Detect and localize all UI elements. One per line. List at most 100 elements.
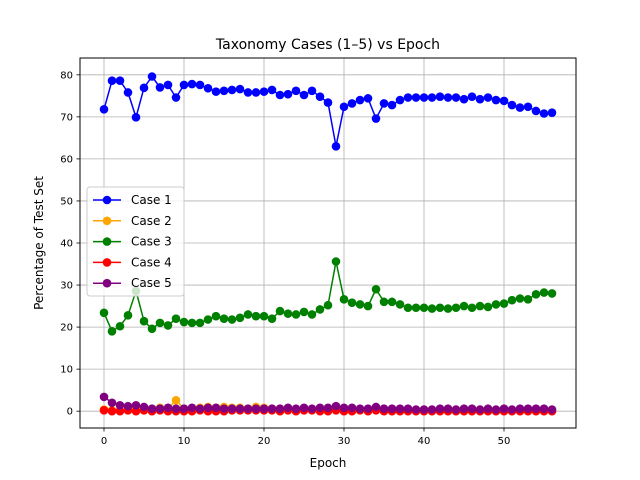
data-point — [99, 406, 109, 415]
data-point — [379, 99, 389, 108]
data-point — [147, 72, 157, 81]
data-point — [131, 401, 141, 410]
data-point — [507, 295, 517, 305]
data-point — [307, 86, 317, 96]
data-point — [339, 403, 349, 413]
data-point — [547, 108, 557, 117]
legend-box — [86, 186, 185, 297]
data-point — [515, 404, 525, 413]
data-point — [467, 92, 477, 101]
data-point — [531, 106, 541, 116]
data-point — [499, 96, 509, 106]
data-point — [347, 99, 357, 108]
data-point — [107, 398, 117, 408]
data-point — [347, 298, 357, 308]
data-point — [315, 403, 325, 413]
data-point — [355, 95, 365, 105]
data-point — [315, 305, 325, 314]
data-point — [235, 84, 245, 94]
data-point — [307, 404, 317, 413]
y-tick-label: 70 — [60, 112, 73, 123]
data-point — [171, 395, 181, 405]
data-point — [515, 103, 525, 112]
data-point — [283, 89, 293, 99]
data-point — [155, 83, 165, 92]
legend-item: Case 4 — [93, 255, 172, 269]
y-tick-label: 80 — [60, 70, 73, 81]
data-point — [227, 315, 237, 324]
data-point — [307, 310, 317, 319]
legend-label: Case 1 — [131, 193, 172, 207]
data-point — [467, 404, 477, 413]
data-point — [243, 310, 253, 319]
data-point — [491, 300, 501, 309]
data-point — [451, 93, 461, 102]
data-point — [539, 288, 549, 297]
data-point — [507, 100, 517, 110]
data-point — [459, 94, 469, 104]
data-point — [187, 318, 197, 328]
data-point — [195, 80, 205, 90]
data-point — [235, 313, 245, 323]
data-point — [179, 317, 189, 327]
x-tick-label: 30 — [338, 436, 351, 447]
y-tick-label: 30 — [60, 281, 73, 292]
data-point — [403, 303, 413, 313]
x-axis-ticks: 0 10 20 30 40 50 — [101, 428, 511, 447]
data-point — [267, 404, 277, 413]
data-point — [267, 314, 277, 323]
data-point — [291, 404, 301, 413]
data-point — [291, 86, 301, 96]
legend-item: Case 5 — [93, 276, 172, 290]
data-point — [435, 92, 445, 101]
data-point — [275, 90, 285, 100]
y-tick-label: 10 — [60, 365, 73, 376]
series-1 — [99, 72, 557, 151]
data-point — [195, 404, 205, 413]
data-point — [499, 404, 509, 413]
data-point — [499, 299, 509, 308]
data-point — [123, 88, 133, 97]
data-point — [131, 406, 141, 416]
data-point — [427, 93, 437, 102]
y-tick-label: 60 — [60, 154, 73, 165]
legend-label: Case 4 — [131, 255, 172, 269]
data-point — [323, 300, 333, 310]
data-point — [203, 315, 213, 324]
x-tick-label: 0 — [101, 436, 107, 447]
data-point — [355, 404, 365, 413]
data-point — [139, 83, 149, 93]
data-point — [459, 404, 469, 413]
data-point — [435, 404, 445, 413]
x-tick-label: 10 — [178, 436, 191, 447]
data-point — [283, 309, 293, 318]
data-point — [531, 404, 541, 413]
chart-title: Taxonomy Cases (1–5) vs Epoch — [215, 37, 440, 53]
data-point — [451, 405, 461, 414]
y-tick-label: 20 — [60, 323, 73, 334]
data-point — [379, 297, 389, 307]
data-point — [547, 405, 557, 414]
data-point — [323, 98, 333, 107]
x-tick-label: 50 — [498, 436, 511, 447]
x-tick-label: 20 — [258, 436, 271, 447]
data-point — [419, 93, 429, 102]
data-point — [371, 402, 381, 412]
data-point — [171, 404, 181, 413]
data-point — [155, 404, 165, 413]
data-point — [475, 405, 485, 414]
data-point — [251, 88, 261, 97]
legend-item: Case 1 — [93, 193, 172, 207]
data-point — [187, 79, 197, 89]
legend-marker — [102, 195, 112, 205]
data-point — [483, 93, 493, 102]
data-point — [435, 303, 445, 313]
data-point — [291, 310, 301, 319]
legend-label: Case 3 — [131, 235, 172, 249]
data-point — [227, 404, 237, 413]
data-point — [99, 308, 109, 318]
data-point — [195, 318, 205, 328]
data-point — [323, 403, 333, 413]
data-point — [211, 87, 221, 96]
